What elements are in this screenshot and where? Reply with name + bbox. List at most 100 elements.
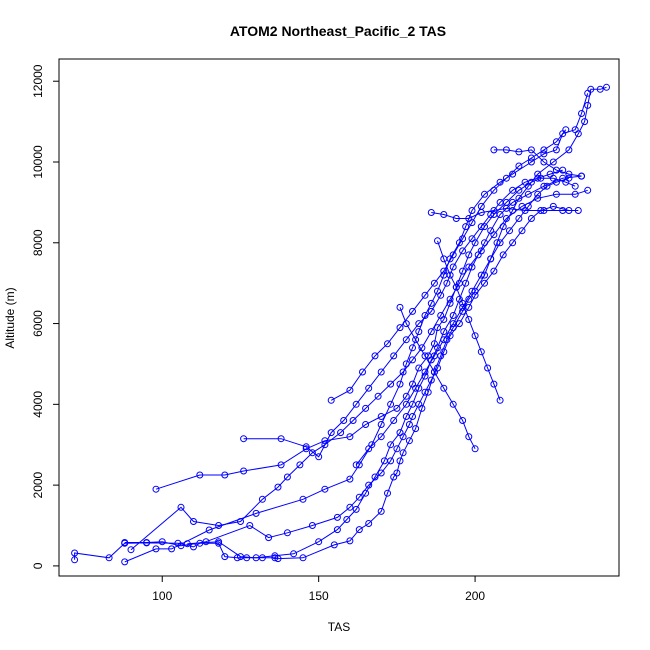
data-point (277, 461, 285, 469)
data-point (246, 522, 254, 529)
series-line (355, 177, 570, 466)
y-tick-label: 10000 (31, 145, 45, 179)
data-point (371, 473, 379, 481)
series-5 (127, 186, 592, 554)
data-point (509, 239, 517, 247)
data-point (359, 368, 366, 376)
data-point (509, 198, 517, 206)
data-point (484, 364, 492, 372)
data-point (540, 150, 548, 158)
series-line (437, 240, 501, 401)
data-point (515, 194, 523, 202)
data-point (384, 489, 391, 497)
y-tick-label: 12000 (31, 64, 45, 98)
data-point (496, 211, 504, 218)
series-2 (121, 89, 592, 566)
data-point (415, 328, 423, 336)
data-point (349, 417, 357, 424)
data-point (71, 556, 79, 564)
data-point (299, 554, 307, 562)
data-point (502, 215, 510, 222)
data-point (468, 207, 476, 214)
x-axis-label: TAS (328, 620, 350, 634)
data-point (409, 356, 416, 364)
data-point (471, 332, 479, 340)
data-point (427, 209, 435, 216)
data-point (430, 368, 438, 376)
data-point (487, 227, 495, 235)
y-tick-label: 8000 (31, 229, 45, 256)
data-point (402, 320, 410, 328)
data-point (578, 110, 585, 117)
data-point (496, 178, 504, 186)
data-point (402, 413, 410, 420)
data-point (158, 538, 166, 546)
data-point (412, 384, 420, 392)
y-axis-label: Altitude (m) (3, 287, 17, 348)
data-point (571, 182, 579, 190)
data-point (346, 537, 354, 545)
data-point (430, 279, 438, 287)
x-tick-label: 100 (152, 589, 172, 603)
data-point (527, 215, 535, 222)
data-point (346, 475, 354, 483)
data-point (527, 146, 535, 154)
data-point (440, 211, 448, 218)
data-point (343, 516, 351, 523)
series-line (493, 149, 582, 177)
data-point (440, 348, 448, 356)
data-point (308, 449, 316, 457)
data-point (502, 174, 510, 182)
plot-area (71, 83, 610, 566)
data-point (571, 126, 579, 134)
data-point (412, 336, 420, 344)
data-point (105, 554, 113, 562)
data-point (449, 312, 457, 319)
data-point (440, 255, 448, 263)
data-point (390, 352, 398, 360)
data-point (215, 538, 223, 546)
data-point (121, 558, 129, 566)
data-point (477, 223, 485, 231)
data-point (440, 384, 448, 392)
data-point (562, 126, 570, 134)
data-point (468, 235, 476, 243)
data-point (578, 172, 585, 180)
data-point (499, 251, 507, 259)
data-point (412, 425, 420, 433)
data-point (190, 518, 197, 525)
data-point (465, 433, 473, 441)
data-point (468, 263, 476, 271)
data-point (237, 553, 244, 561)
data-point (340, 417, 348, 424)
data-point (440, 267, 448, 275)
chart-title: ATOM2 Northeast_Pacific_2 TAS (230, 23, 446, 39)
data-point (177, 542, 185, 550)
data-point (327, 396, 335, 404)
data-point (302, 443, 310, 451)
x-tick-label: 200 (465, 589, 485, 603)
data-point (518, 227, 526, 235)
data-point (552, 178, 560, 186)
data-point (477, 271, 485, 279)
data-point (515, 162, 523, 170)
series-line (74, 86, 607, 560)
data-point (387, 441, 395, 449)
series-line (130, 189, 588, 551)
data-point (421, 388, 429, 396)
data-point (427, 299, 435, 307)
data-point (465, 251, 473, 259)
data-point (346, 503, 354, 511)
data-point (221, 471, 229, 479)
data-point (333, 513, 341, 521)
x-tick-label: 150 (309, 589, 329, 603)
y-tick-label: 6000 (31, 310, 45, 337)
data-point (252, 509, 260, 517)
data-point (152, 545, 160, 553)
data-point (396, 324, 404, 332)
series-12 (434, 237, 504, 404)
data-point (377, 469, 385, 477)
data-point (509, 170, 517, 178)
data-point (490, 186, 498, 194)
data-point (596, 85, 604, 93)
